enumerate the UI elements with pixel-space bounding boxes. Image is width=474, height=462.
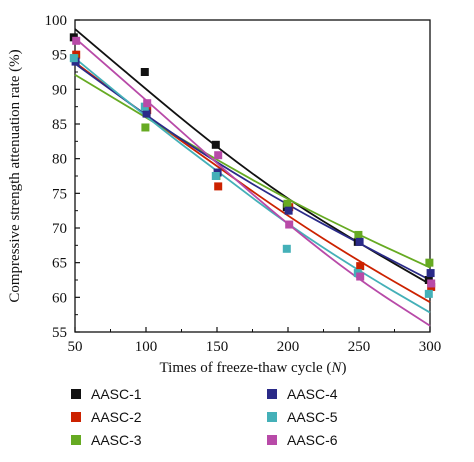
fit-line-aasc-4 (74, 62, 431, 281)
point-aasc-5 (282, 244, 291, 253)
y-tick-label: 95 (52, 48, 67, 64)
point-aasc-5 (424, 289, 433, 298)
point-aasc-1 (140, 68, 149, 76)
fit-line-aasc-2 (74, 61, 431, 303)
y-tick-label: 55 (52, 325, 67, 341)
y-tick-label: 65 (52, 256, 67, 272)
x-axis-title: Times of freeze-thaw cycle (N) (160, 360, 347, 376)
data-points (69, 33, 436, 298)
legend-label: AASC-2 (91, 409, 142, 425)
point-aasc-6 (427, 279, 436, 288)
point-aasc-4 (355, 237, 364, 246)
legend-label: AASC-4 (287, 386, 338, 402)
legend-swatch (71, 412, 81, 422)
legend-label: AASC-3 (91, 432, 142, 448)
legend-label: AASC-6 (287, 432, 338, 448)
fit-line-aasc-3 (74, 74, 431, 269)
legend-swatch (267, 389, 277, 399)
point-aasc-6 (356, 272, 365, 281)
point-aasc-3 (283, 199, 292, 208)
point-aasc-6 (143, 99, 152, 108)
x-tick-label: 250 (348, 339, 371, 355)
y-axis-ticks: 55 60 65 70 75 80 85 90 95 100 (45, 13, 80, 341)
x-tick-label: 200 (277, 339, 300, 355)
x-tick-label: 100 (135, 339, 158, 355)
x-tick-label: 300 (419, 339, 442, 355)
legend-swatch (267, 412, 277, 422)
point-aasc-5 (69, 54, 78, 63)
point-aasc-3 (425, 258, 434, 267)
legend-swatch (71, 389, 81, 399)
point-aasc-4 (142, 109, 151, 118)
y-tick-label: 75 (52, 186, 67, 202)
y-tick-label: 80 (52, 152, 67, 168)
x-tick-label: 50 (68, 339, 83, 355)
point-aasc-5 (211, 172, 220, 180)
point-aasc-4 (426, 269, 435, 278)
point-aasc-6 (72, 36, 81, 45)
y-axis-title: Compressive strength attenuation rate (%… (7, 49, 23, 302)
fit-line-aasc-5 (74, 57, 431, 314)
point-aasc-3 (354, 230, 363, 239)
y-tick-label: 85 (52, 117, 67, 133)
legend-swatch (267, 435, 277, 445)
point-aasc-6 (214, 151, 223, 160)
fit-line-aasc-6 (74, 37, 431, 327)
legend-label: AASC-5 (287, 409, 338, 425)
y-tick-label: 100 (45, 13, 68, 29)
legend: AASC-1 AASC-2 AASC-3 AASC-4 AASC-5 AASC-6 (71, 386, 338, 448)
x-axis-ticks: 50 100 150 200 250 300 (68, 327, 442, 355)
point-aasc-2 (214, 182, 223, 191)
point-aasc-3 (141, 123, 150, 132)
legend-swatch (71, 435, 81, 445)
fit-line-aasc-1 (74, 28, 431, 285)
point-aasc-2 (356, 262, 365, 271)
x-tick-label: 150 (206, 339, 229, 355)
legend-label: AASC-1 (91, 386, 142, 402)
fit-lines (74, 28, 431, 327)
y-tick-label: 60 (52, 290, 67, 306)
point-aasc-1 (211, 140, 220, 149)
point-aasc-6 (285, 220, 294, 229)
y-tick-label: 90 (52, 82, 67, 98)
y-tick-label: 70 (52, 221, 67, 237)
point-aasc-4 (284, 206, 293, 215)
plot-frame (74, 19, 431, 333)
